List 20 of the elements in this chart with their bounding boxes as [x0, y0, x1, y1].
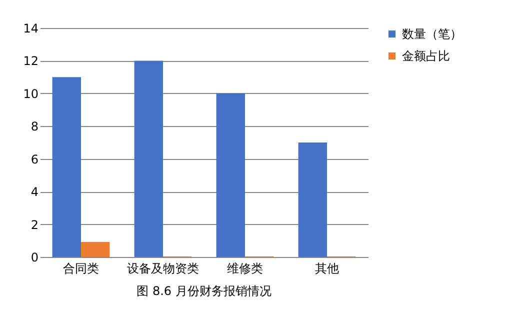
legend-label: 数量（笔） [402, 27, 462, 41]
x-tick-label: 其他 [315, 262, 339, 276]
bar [52, 77, 81, 257]
bar [81, 242, 110, 257]
y-tick-label: 10 [23, 86, 38, 101]
x-tick-label: 合同类 [63, 262, 99, 276]
bar [216, 93, 245, 257]
text: 图 8.6 月份财务报销情况 [136, 284, 272, 298]
y-tick-label: 12 [23, 54, 38, 68]
y-tick-label: 0 [30, 250, 38, 264]
x-tick-label: 设备及物资类 [127, 262, 199, 276]
bar [298, 142, 327, 257]
y-tick-label: 2 [30, 218, 38, 232]
y-tick-label: 6 [30, 152, 38, 166]
y-tick-label: 8 [30, 120, 38, 134]
bar [134, 60, 163, 257]
y-tick-label: 4 [30, 185, 38, 200]
x-tick-label: 维修类 [227, 262, 263, 276]
y-tick-label: 14 [23, 22, 38, 36]
legend-label: 金额占比 [402, 49, 450, 63]
